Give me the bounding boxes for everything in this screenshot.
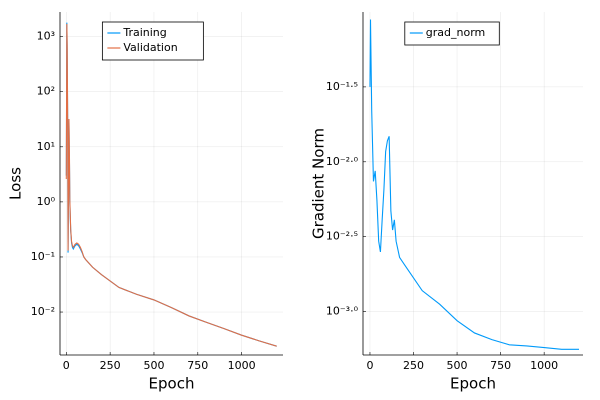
y-tick-label: 10⁻¹ (31, 250, 55, 263)
y-axis-label: Gradient Norm (310, 128, 328, 239)
series-line (65, 22, 277, 347)
legend-box (404, 21, 500, 46)
legend-box (101, 21, 204, 61)
x-tick-label: 250 (100, 359, 121, 372)
x-tick-label: 1000 (530, 359, 558, 372)
y-tick-label: 10⁰ (37, 195, 56, 208)
legend-label: Validation (123, 41, 177, 54)
x-tick-label: 500 (447, 359, 468, 372)
x-axis-label: Epoch (149, 375, 195, 393)
legend-label: grad_norm (426, 26, 485, 39)
y-tick-label: 10⁻²·⁵ (326, 230, 358, 243)
x-tick-label: 750 (490, 359, 511, 372)
y-tick-label: 10³ (37, 30, 55, 43)
y-tick-label: 10¹ (37, 140, 55, 153)
y-tick-label: 10⁻²·⁰ (326, 155, 359, 168)
y-tick-label: 10⁻¹·⁵ (326, 80, 358, 93)
x-tick-label: 750 (187, 359, 208, 372)
y-tick-label: 10⁻³·⁰ (326, 305, 359, 318)
y-tick-label: 10⁻² (31, 305, 55, 318)
x-tick-label: 0 (366, 359, 373, 372)
series-line (65, 23, 277, 347)
legend-label: Training (122, 26, 166, 39)
x-tick-label: 250 (403, 359, 424, 372)
x-tick-label: 1000 (228, 359, 256, 372)
x-tick-label: 500 (143, 359, 164, 372)
x-tick-label: 0 (63, 359, 70, 372)
y-axis-label: Loss (7, 167, 25, 200)
series-line (369, 19, 579, 350)
x-axis-label: Epoch (450, 375, 496, 393)
y-tick-label: 10² (37, 85, 55, 98)
